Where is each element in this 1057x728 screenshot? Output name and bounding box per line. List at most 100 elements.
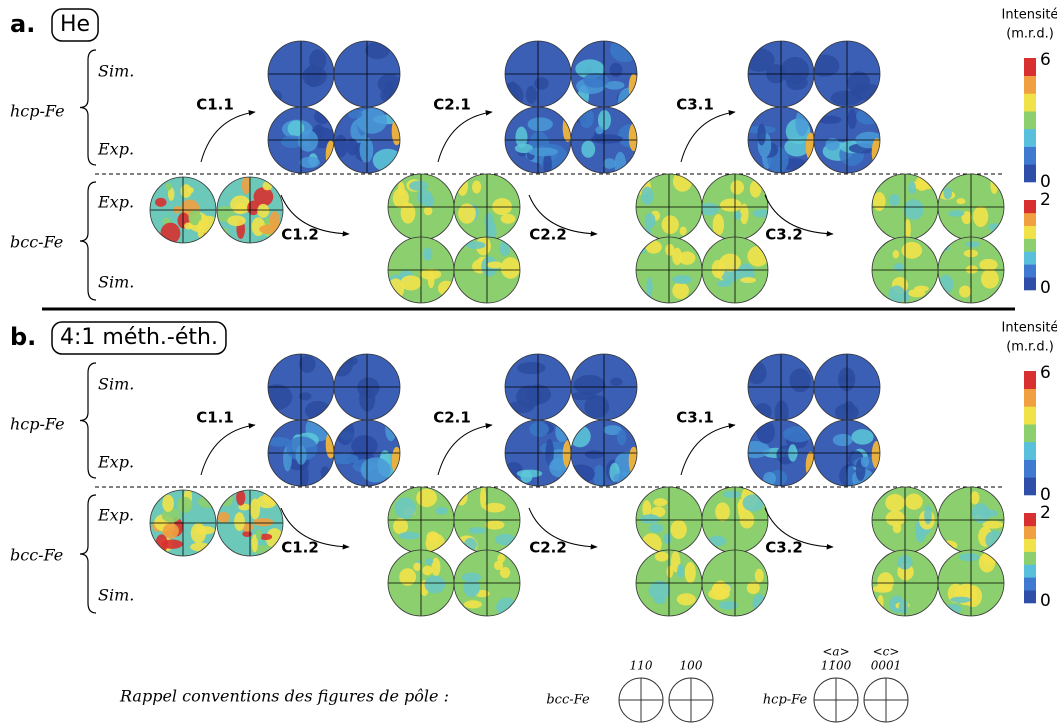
pole-blob bbox=[555, 421, 569, 443]
phase-label: bcc-Fe bbox=[10, 233, 63, 252]
step-label: C1.2 bbox=[281, 226, 319, 244]
pole-blob bbox=[959, 285, 972, 298]
arrow bbox=[437, 423, 493, 476]
pole-blob bbox=[843, 401, 855, 414]
pole-figure bbox=[334, 41, 400, 107]
arrow bbox=[280, 194, 350, 237]
pole-blob bbox=[162, 494, 174, 512]
pole-blob bbox=[707, 535, 727, 547]
panel-label: a. bbox=[10, 10, 35, 38]
pole-blob bbox=[670, 519, 687, 540]
pole-blob bbox=[287, 120, 305, 137]
pole-blob bbox=[155, 197, 167, 207]
step-label: C2.1 bbox=[433, 96, 471, 114]
pole-blob bbox=[851, 429, 874, 445]
pole-blob bbox=[722, 490, 741, 498]
pole-blob bbox=[398, 531, 420, 540]
pole-blob bbox=[458, 203, 476, 224]
pole-blob bbox=[485, 520, 505, 530]
colorbar-tick: 0 bbox=[1040, 172, 1051, 192]
pole-figure bbox=[571, 354, 637, 420]
pole-blob bbox=[486, 261, 503, 269]
pole-blob bbox=[715, 502, 730, 522]
pole-blob bbox=[190, 542, 211, 552]
step-label: C3.2 bbox=[765, 539, 803, 557]
pole-blob bbox=[814, 54, 840, 77]
pole-figure bbox=[388, 174, 454, 240]
pole-blob bbox=[516, 469, 543, 478]
pole-index: 11̄00 bbox=[821, 659, 852, 673]
pole-blob bbox=[603, 425, 623, 436]
pole-blob bbox=[971, 503, 990, 524]
pole-figure bbox=[938, 550, 1004, 616]
arrow bbox=[437, 110, 493, 163]
pole-blob bbox=[915, 175, 929, 191]
pole-blob bbox=[545, 438, 554, 467]
pole-outline bbox=[813, 419, 881, 487]
pole-blob bbox=[716, 280, 732, 287]
pole-blob bbox=[642, 500, 652, 518]
arrow bbox=[680, 110, 736, 163]
pole-blob bbox=[268, 90, 283, 103]
pole-figure bbox=[268, 354, 334, 420]
pole-blob bbox=[795, 109, 809, 137]
pole-blob bbox=[484, 212, 494, 232]
pole-blob bbox=[526, 384, 551, 405]
pole-index: 100 bbox=[680, 659, 703, 673]
arrow bbox=[528, 194, 598, 237]
pole-blob bbox=[978, 552, 996, 573]
pole-blob bbox=[500, 213, 516, 224]
pole-figure bbox=[388, 237, 454, 303]
pole-blob bbox=[832, 433, 853, 447]
step-label: C2.1 bbox=[433, 409, 471, 427]
colorbar-segment bbox=[1024, 212, 1036, 227]
pole-blob bbox=[161, 539, 183, 549]
pole-blob bbox=[461, 572, 482, 582]
arrow bbox=[280, 507, 350, 550]
pole-blob bbox=[958, 552, 980, 562]
pole-blob bbox=[517, 361, 546, 375]
pole-blob bbox=[757, 123, 766, 146]
row-label: Sim. bbox=[98, 375, 134, 394]
pole-blob bbox=[573, 374, 606, 395]
pole-blob bbox=[380, 88, 398, 103]
pole-blob bbox=[748, 441, 770, 459]
pole-blob bbox=[646, 277, 653, 298]
pole-figure bbox=[702, 174, 768, 240]
pole-blob bbox=[872, 585, 893, 593]
pole-blob bbox=[845, 465, 856, 486]
pole-blob bbox=[604, 80, 625, 90]
pole-blob bbox=[298, 392, 312, 401]
phase-label: hcp-Fe bbox=[10, 102, 65, 121]
pole-figure bbox=[150, 490, 216, 556]
colorbar-tick: 0 bbox=[1040, 591, 1051, 611]
pole-blob bbox=[678, 251, 696, 265]
pole-blob bbox=[299, 156, 320, 169]
pole-blob bbox=[610, 377, 623, 386]
colorbar-tick: 2 bbox=[1040, 503, 1051, 523]
colorbar-segment bbox=[1024, 277, 1036, 291]
pole-blob bbox=[885, 494, 905, 512]
pole-blob bbox=[268, 384, 293, 410]
colorbar-tick: 0 bbox=[1040, 485, 1051, 505]
pole-blob bbox=[400, 202, 416, 224]
pole-blob bbox=[167, 187, 175, 201]
pole-figure bbox=[571, 41, 637, 107]
pole-blob bbox=[665, 244, 675, 256]
pole-blob bbox=[400, 275, 422, 291]
pole-figure bbox=[454, 237, 520, 303]
pole-blob bbox=[754, 568, 764, 583]
pole-blob bbox=[252, 518, 274, 527]
pole-blob bbox=[903, 199, 924, 220]
pole-blob bbox=[234, 512, 245, 531]
pole-blob bbox=[639, 514, 660, 524]
pole-outline bbox=[937, 236, 1005, 304]
pole-blob bbox=[603, 158, 616, 169]
pole-blob bbox=[455, 488, 468, 506]
pole-figure bbox=[454, 174, 520, 240]
pole-figure bbox=[814, 420, 880, 486]
pole-blob bbox=[188, 210, 202, 226]
pole-blob bbox=[351, 435, 378, 457]
pole-blob bbox=[220, 490, 234, 507]
pole-blob bbox=[320, 466, 330, 480]
